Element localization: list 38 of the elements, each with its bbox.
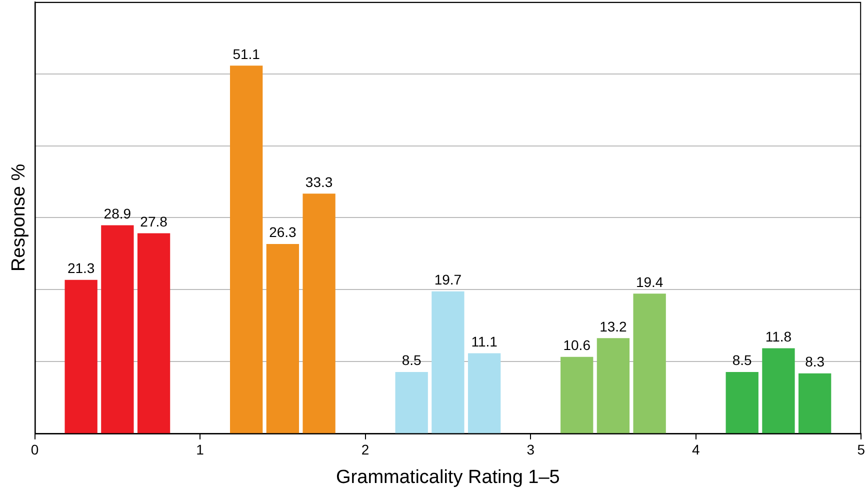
- data-label: 8.5: [402, 352, 422, 368]
- data-label: 11.1: [471, 333, 498, 350]
- bar: [798, 373, 832, 434]
- x-axis-title: Grammaticality Rating 1–5: [336, 466, 560, 488]
- bar: [266, 244, 300, 434]
- bar: [64, 280, 98, 434]
- data-label: 10.6: [563, 337, 591, 354]
- bar: [302, 194, 336, 434]
- bar: [395, 372, 428, 434]
- data-label: 8.5: [732, 352, 752, 368]
- bar: [726, 372, 758, 434]
- data-label: 13.2: [600, 318, 628, 334]
- data-label: 33.3: [305, 174, 333, 190]
- bar: [762, 348, 795, 434]
- data-label: 27.8: [140, 213, 168, 230]
- bar: [432, 291, 464, 434]
- x-tick-label: 5: [857, 442, 866, 458]
- y-axis-title: Response %: [8, 164, 30, 272]
- x-tick-label: 4: [692, 442, 700, 458]
- bar: [468, 353, 501, 434]
- bar: [137, 233, 170, 434]
- data-label: 8.3: [805, 354, 825, 370]
- x-tick-label: 2: [361, 442, 370, 458]
- data-label: 11.8: [765, 328, 792, 344]
- bar: [633, 294, 666, 434]
- bar: [560, 356, 594, 434]
- data-label: 28.9: [104, 205, 132, 222]
- data-label: 21.3: [67, 260, 95, 276]
- data-label: 19.4: [636, 274, 664, 290]
- bar: [596, 338, 630, 434]
- data-label: 19.7: [434, 272, 462, 288]
- x-tick-label: 3: [526, 442, 535, 458]
- x-tick-label: 1: [196, 442, 204, 458]
- data-label: 51.1: [232, 46, 260, 62]
- x-tick-label: 0: [30, 442, 39, 458]
- bar: [101, 225, 134, 434]
- bar: [230, 66, 263, 434]
- data-label: 26.3: [269, 224, 297, 240]
